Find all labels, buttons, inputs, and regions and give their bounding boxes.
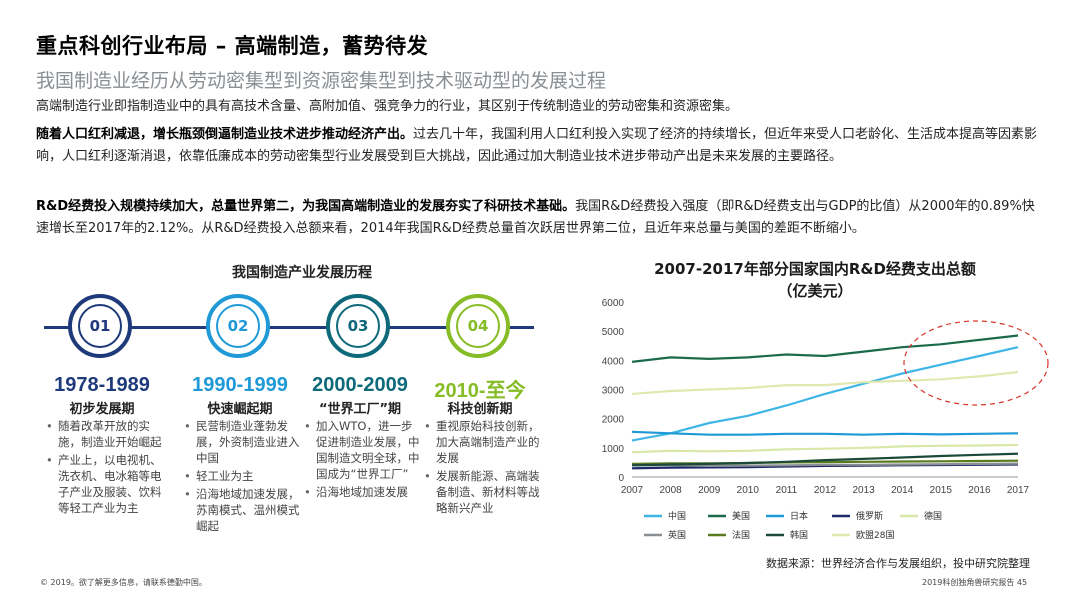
stage-bullet: 加入WTO，进一步促进制造业发展，中国制造文明全球，中国成为“世界工厂” [304,418,422,482]
highlight-ellipse [903,320,1049,406]
x-tick-label: 2016 [968,485,991,496]
chart-title-text: 2007-2017年部分国家国内R&D经费支出总额 [654,260,976,278]
x-tick-label: 2013 [852,485,875,496]
x-tick-label: 2017 [1007,485,1030,496]
series-line-英国 [632,462,1019,468]
stage-bullets: 随着改革开放的实施，制造业开始崛起产业上，以电视机、洗衣机、电冰箱等电子产业及服… [46,418,164,518]
legend-label-俄罗斯: 俄罗斯 [856,510,883,522]
stage-years: 2010-至今 [434,380,526,402]
stage-bullet: 沿海地域加速发展 [304,484,422,500]
x-tick-label: 2014 [891,485,914,496]
stage-circle: 02 [206,294,270,358]
y-tick-label: 6000 [602,298,625,309]
x-tick-label: 2010 [737,485,760,496]
legend-label-欧盟28国: 欧盟28国 [856,529,894,541]
stage-years: 1990-1999 [192,374,288,396]
y-tick-label: 3000 [602,386,625,397]
paragraph-intro: 高端制造行业即指制造业中的具有高技术含量、高附加值、强竞争力的行业，其区别于传统… [36,99,739,114]
stage-bullets: 加入WTO，进一步促进制造业发展，中国制造文明全球，中国成为“世界工厂” 沿海地域… [304,418,422,502]
legend-label-韩国: 韩国 [790,529,808,541]
series-line-美国 [631,334,1019,363]
x-tick-label: 2009 [698,485,721,496]
stage-number: 01 [78,304,122,348]
footer-copyright: © 2019。欲了解更多信息，请联系德勤中国。 [40,578,207,587]
stage-bullet: 发展新能源、高端装备制造、新材料等战略新兴产业 [424,468,542,516]
paragraph-demographic-lead: 随着人口红利减退，增长瓶颈倒逼制造业技术进步推动经济产出。 [36,127,414,142]
stage-bullet: 民营制造业蓬勃发展，外资制造业进入中国 [184,418,302,466]
stage-phase: 科技创新期 [447,402,513,417]
series-line-韩国 [631,452,1019,467]
timeline-axis [44,326,534,329]
stage-bullet: 产业上，以电视机、洗衣机、电冰箱等电子产业及服装、饮料等轻工产业为主 [46,452,164,516]
x-tick-label: 2012 [814,485,837,496]
stage-phase: 初步发展期 [69,402,135,417]
stage-bullet: 重视原始科技创新，加大高端制造产业的发展 [424,418,542,466]
stage-bullet: 随着改革开放的实施，制造业开始崛起 [46,418,164,450]
legend-label-英国: 英国 [668,529,686,541]
stage-circle: 01 [68,294,132,358]
stage-phase: 快速崛起期 [207,402,273,417]
x-tick-label: 2007 [621,485,644,496]
footer-report: 2019科创独角兽研究报告 45 [922,578,1028,587]
stage-bullets: 重视原始科技创新，加大高端制造产业的发展发展新能源、高端装备制造、新材料等战略新… [424,418,542,518]
data-source: 数据来源：世界经济合作与发展组织，投中研究院整理 [766,557,1030,570]
stage-number: 02 [216,304,260,348]
y-tick-label: 0 [618,473,624,484]
legend-label-中国: 中国 [668,510,686,522]
x-tick-label: 2015 [930,485,953,496]
paragraph-rd-body: 我国R&D经费投入强度（即R&D经费支出与GDP的比值）从2000年的0.89%… [36,199,1035,236]
page-title: 重点科创行业布局 – 高端制造，蓄势待发 [36,34,429,58]
legend-label-法国: 法国 [732,529,750,541]
paragraph-rd: R&D经费投入规模持续加大，总量世界第二，为我国高端制造业的发展夯实了科研技术基… [36,196,1046,240]
rd-line-chart: 0 1000 2000 3000 4000 5000 6000 2007 2008 2009 201… [602,298,1049,541]
stage-phase: “世界工厂”期 [318,402,402,417]
series-line-日本 [631,430,1019,436]
y-tick-label: 2000 [602,415,625,426]
chart-title: 2007-2017年部分国家国内R&D经费支出总额 （亿美元） [570,258,1060,302]
legend-label-日本: 日本 [790,510,808,522]
chart-unit: （亿美元） [777,282,853,300]
x-tick-label: 2011 [776,485,798,496]
timeline-title: 我国制造产业发展历程 [232,265,372,281]
y-tick-label: 1000 [602,444,625,455]
y-tick-label: 4000 [602,356,625,367]
stage-number: 04 [456,304,500,348]
stage-bullet: 沿海地域加速发展，苏南模式、温州模式崛起 [184,486,302,534]
stage-number: 03 [336,304,380,348]
y-tick-label: 5000 [602,327,625,338]
paragraph-demographic-body: 过去几十年，我国利用人口红利投入实现了经济的持续增长，但近年来受人口老龄化、生活… [36,127,1038,164]
series-line-欧盟28国 [631,370,1019,395]
stage-circle: 03 [326,294,390,358]
legend-label-美国: 美国 [732,510,750,522]
paragraph-rd-lead: R&D经费投入规模持续加大，总量世界第二，为我国高端制造业的发展夯实了科研技术基… [36,199,576,214]
stage-years: 1978-1989 [54,374,150,396]
stage-years: 2000-2009 [312,374,408,396]
series-line-德国 [631,443,1019,454]
page-subtitle: 我国制造业经历从劳动密集型到资源密集型到技术驱动型的发展过程 [36,70,607,92]
x-tick-label: 2008 [659,485,682,496]
stage-bullets: 民营制造业蓬勃发展，外资制造业进入中国轻工业为主沿海地域加速发展，苏南模式、温州… [184,418,302,536]
stage-circle: 04 [446,294,510,358]
legend-label-德国: 德国 [924,510,942,522]
paragraph-demographic: 随着人口红利减退，增长瓶颈倒逼制造业技术进步推动经济产出。过去几十年，我国利用人… [36,124,1046,168]
series-line-中国 [631,346,1019,442]
stage-bullet: 轻工业为主 [184,468,302,484]
